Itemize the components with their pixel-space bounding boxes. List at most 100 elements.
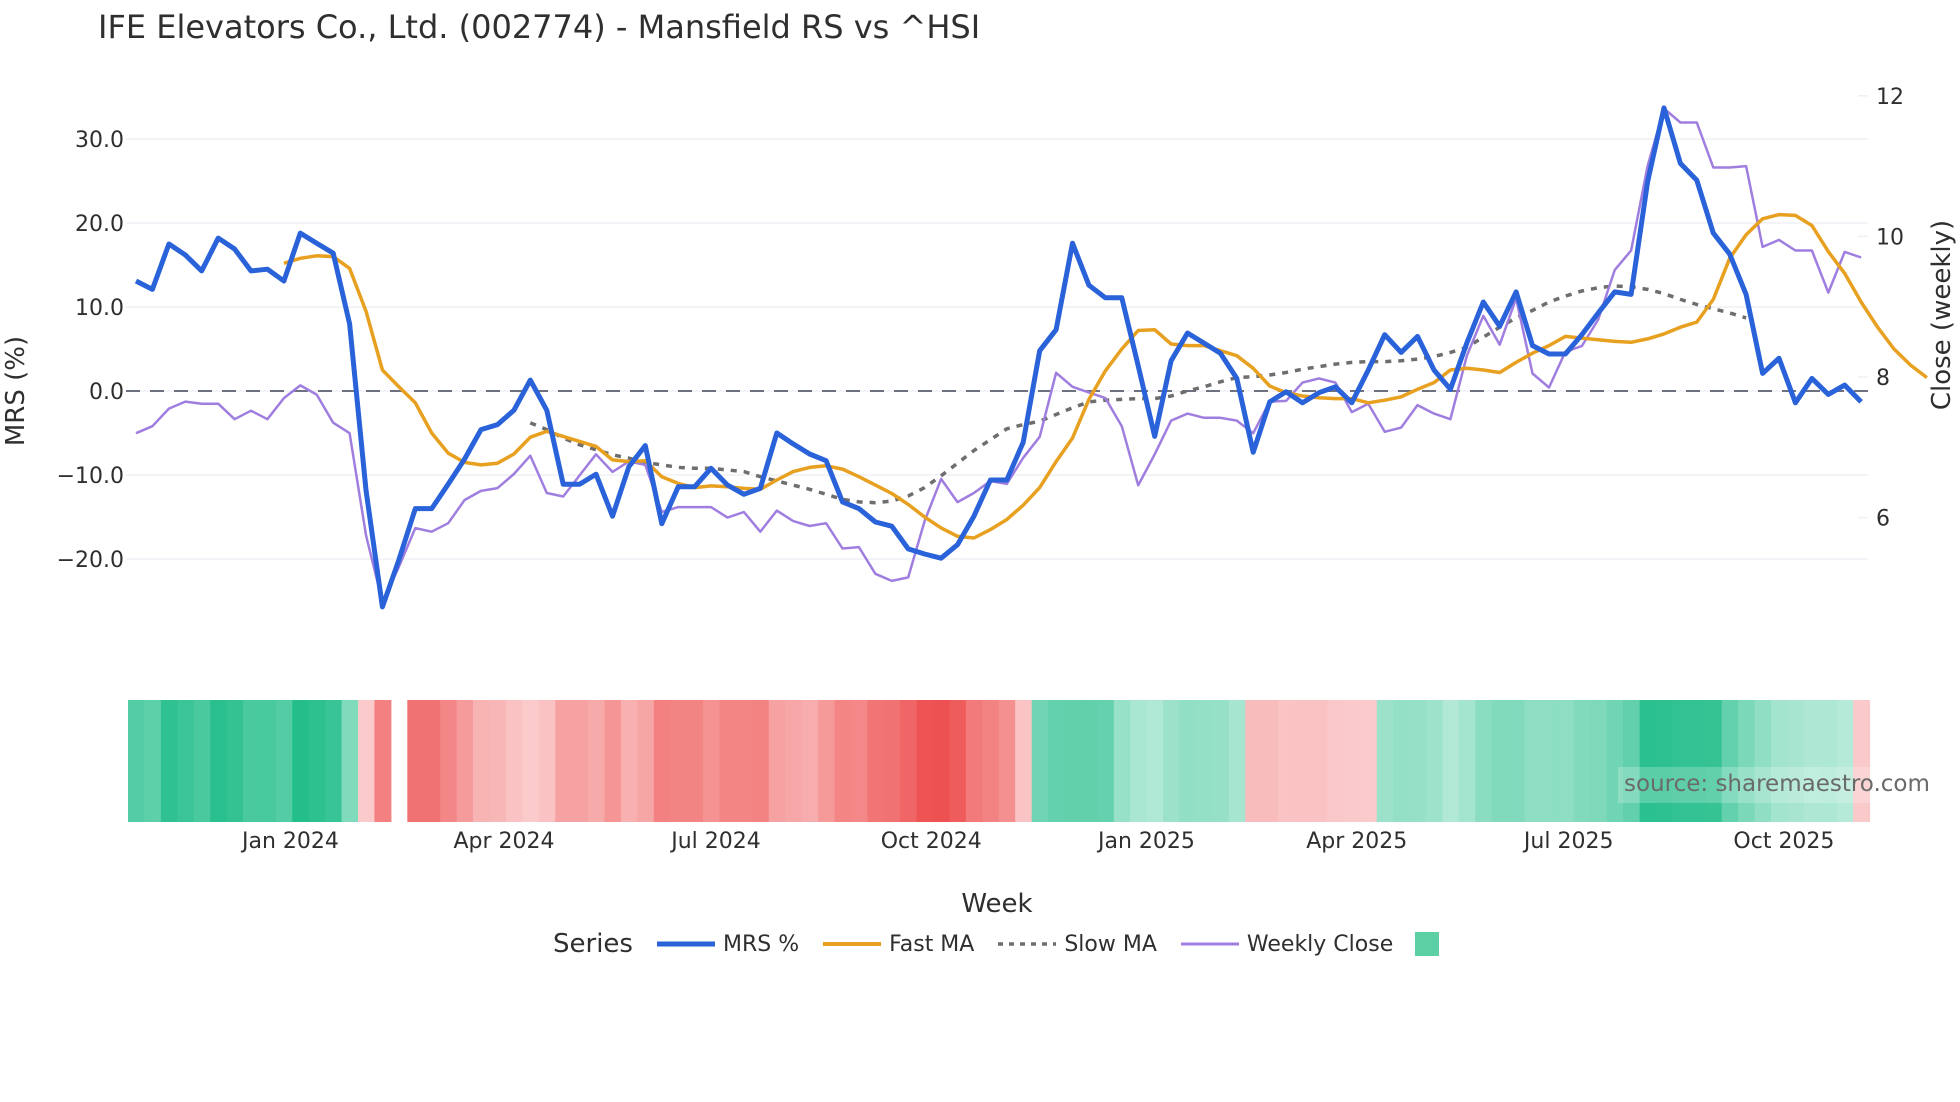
strip-cell [538,700,556,822]
legend-item-weekly-close[interactable]: Weekly Close [1179,932,1393,957]
strip-cell [358,700,375,822]
strip-cell [226,700,244,822]
strip-cell [818,700,836,822]
strip-cell [341,700,359,822]
strip-cell [1688,700,1706,822]
y-tick-label: 10.0 [75,296,124,321]
strip-cell [1853,700,1871,822]
strip-cell [505,700,523,822]
gridlines [126,95,1868,560]
strip-cell [719,700,737,822]
strip-cell [1475,700,1493,822]
strip-cell [1738,700,1756,822]
x-tick-label: Jan 2025 [1096,829,1195,854]
strip-cell [473,700,490,822]
strip-cell [571,700,589,822]
legend-label: Slow MA [1064,931,1157,957]
strip-cell [1278,700,1296,822]
y-tick-label: 30.0 [75,128,124,153]
right-y-axis-ticks: 12 10 8 6 [1876,85,1904,532]
solid-line-icon [656,941,715,947]
strip-cell [735,700,753,822]
strip-cell [275,700,293,822]
strip-cell [1820,700,1838,822]
strip-cell [489,700,507,822]
strip-cell [1508,700,1526,822]
strip-cell [1393,700,1411,822]
strip-cell [522,700,540,822]
strip-cell [1261,700,1279,822]
y2-tick-label: 6 [1876,507,1890,532]
strip-cell [1360,700,1378,822]
mrs-line [134,105,1863,610]
strip-cell [949,700,967,822]
strip-cell [965,700,983,822]
legend-label: Fast MA [889,931,975,957]
strip-cell [1491,700,1509,822]
strip-cell [1228,700,1246,822]
x-tick-label: Apr 2025 [1306,829,1407,854]
strip-cell [1064,700,1082,822]
x-tick-label: Jul 2025 [1522,829,1614,854]
right-y-axis-title: Close (weekly) [1927,220,1957,410]
strip-cell [1606,700,1624,822]
y-tick-label: −10.0 [57,464,124,489]
strip-cell [867,700,885,822]
strip-cell [1327,700,1345,822]
strip-cell [177,700,195,822]
strip-cell [850,700,868,822]
strip-cell [883,700,901,822]
legend-item-regime-strip[interactable] [1415,932,1440,956]
x-axis-ticks: Jan 2024 Apr 2024 Jul 2024 Oct 2024 Jan 2025… [240,829,1834,854]
slow-ma-line [529,284,1747,505]
y-tick-label: 20.0 [75,212,124,237]
strip-cell [933,700,951,822]
strip-cell [1130,700,1148,822]
strip-cell [588,700,605,822]
strip-cell [1573,700,1591,822]
strip-cell [1656,700,1673,822]
strip-cell [801,700,819,822]
strip-cell [1080,700,1098,822]
strip-cell [1097,700,1115,822]
strip-cell [1754,700,1772,822]
strip-cell [1196,700,1213,822]
strip-cell [653,700,671,822]
strip-cell [374,700,392,822]
source-watermark: source: sharemaestro.com [1618,767,1936,803]
strip-cell [916,700,934,822]
strip-cell [423,700,441,822]
y2-tick-label: 8 [1876,366,1890,391]
strip-cell [1672,700,1690,822]
strip-cell [1836,700,1854,822]
strip-cell [1787,700,1805,822]
y2-tick-label: 12 [1876,85,1904,110]
plot-lines [134,105,1928,610]
legend-item-mrs[interactable]: MRS % [655,932,799,957]
strip-cell [998,700,1016,822]
legend-label: MRS % [722,931,800,957]
legend-item-fast-ma[interactable]: Fast MA [821,932,974,957]
y-tick-label: 0.0 [89,380,124,405]
strip-cell [620,700,638,822]
strip-cell [1721,700,1739,822]
legend-item-slow-ma[interactable]: Slow MA [996,932,1157,957]
strip-cell [1146,700,1164,822]
strip-cell [1623,700,1641,822]
strip-cell [982,700,1000,822]
legend-label: Weekly Close [1246,931,1394,957]
strip-cell [1311,700,1328,822]
strip-cell [1771,700,1788,822]
strip-cell [604,700,622,822]
legend-title: Series [553,929,633,959]
strip-cell [637,700,655,822]
x-tick-label: Jul 2024 [669,829,761,854]
strip-cell [686,700,704,822]
strip-cell [1409,700,1427,822]
strip-cell [900,700,918,822]
strip-cell [1015,700,1033,822]
left-y-axis-title: MRS (%) [1,336,31,446]
strip-cell [834,700,852,822]
x-tick-label: Jan 2024 [240,829,339,854]
